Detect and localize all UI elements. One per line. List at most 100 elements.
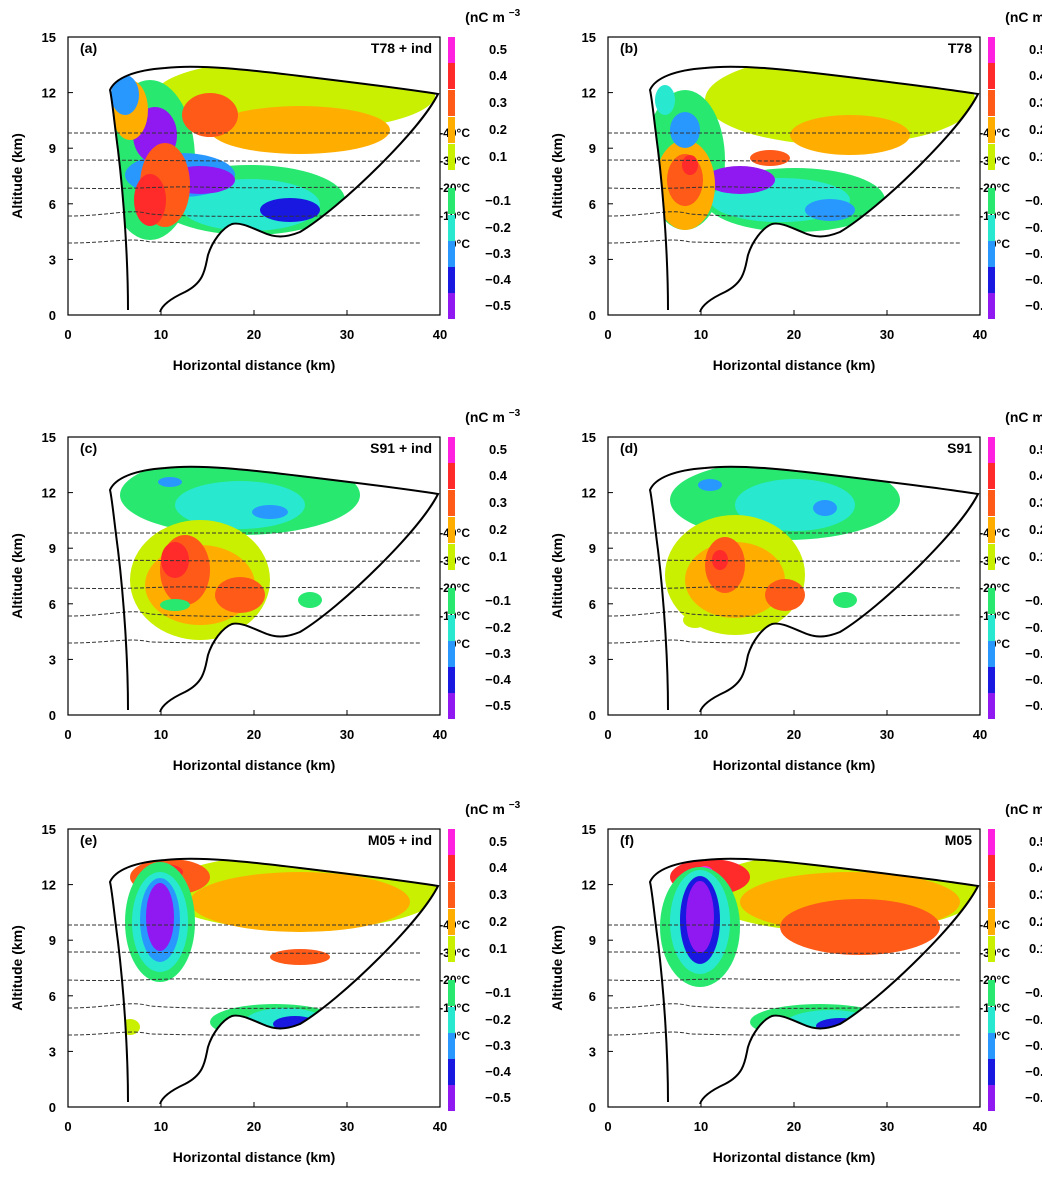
x-tick-label: 0 bbox=[64, 727, 71, 742]
x-tick-label: 30 bbox=[880, 1119, 894, 1134]
y-tick-label: 15 bbox=[582, 30, 596, 45]
region-pos-04 bbox=[682, 155, 698, 175]
region-neg-02 bbox=[735, 479, 855, 531]
colorbar-swatch bbox=[988, 37, 995, 63]
colorbar-swatch bbox=[448, 588, 455, 614]
colorbar-swatch bbox=[448, 544, 455, 570]
colorbar-label: 0.1 bbox=[1029, 549, 1042, 564]
x-tick-label: 10 bbox=[154, 327, 168, 342]
colorbar-label: −0.3 bbox=[485, 646, 511, 661]
colorbar-label: 0.1 bbox=[489, 941, 507, 956]
x-tick-label: 0 bbox=[604, 727, 611, 742]
colorbar-label: −0.2 bbox=[1025, 620, 1042, 635]
colorbar-label: 0.2 bbox=[1029, 122, 1042, 137]
x-axis-title: Horizontal distance (km) bbox=[173, 1149, 336, 1165]
colorbar-label: −0.1 bbox=[1025, 593, 1042, 608]
colorbar-label: −0.3 bbox=[1025, 246, 1042, 261]
y-axis: 0 3 6 9 12 15 bbox=[42, 430, 73, 723]
y-tick-label: 15 bbox=[582, 430, 596, 445]
y-tick-label: 12 bbox=[42, 486, 56, 501]
colorbar-swatch bbox=[448, 63, 455, 89]
colorbar-swatch bbox=[448, 693, 455, 719]
isotherm-line-minus10 bbox=[67, 611, 421, 617]
region-pos-04 bbox=[712, 550, 728, 570]
colorbar-swatch bbox=[988, 882, 995, 908]
colorbar-label: −0.2 bbox=[485, 620, 511, 635]
y-tick-label: 3 bbox=[49, 652, 56, 667]
region-neg-01 bbox=[833, 592, 857, 608]
colorbar-label: −0.4 bbox=[1025, 672, 1042, 687]
colorbar-swatch bbox=[448, 936, 455, 962]
colorbar-swatch bbox=[988, 63, 995, 89]
chart-svg: (c) S91 + ind -40°C -30°C -20°C -10°C 0°… bbox=[9, 408, 520, 773]
region-neg-03 bbox=[158, 477, 182, 487]
y-axis: 0 3 6 9 12 15 bbox=[582, 30, 613, 323]
scheme-label: M05 bbox=[945, 832, 972, 848]
colorbar-label: −0.5 bbox=[485, 298, 511, 313]
region-neg-02 bbox=[655, 85, 675, 115]
colorbar-swatch bbox=[448, 641, 455, 667]
colorbar-label: 0.5 bbox=[1029, 442, 1042, 457]
x-axis: 0 10 20 30 40 bbox=[604, 710, 987, 742]
chart-panel: (a) T78 + ind -40°C -30°C -20°C -10°C 0°… bbox=[0, 0, 520, 396]
region-neg-04 bbox=[260, 198, 320, 222]
region-pos-02 bbox=[210, 106, 390, 154]
colorbar-label: −0.4 bbox=[1025, 272, 1042, 287]
y-axis: 0 3 6 9 12 15 bbox=[42, 30, 73, 323]
colorbar-label: −0.2 bbox=[1025, 1012, 1042, 1027]
colorbar-label: −0.3 bbox=[485, 1038, 511, 1053]
colorbar-label: 0.1 bbox=[1029, 149, 1042, 164]
panel-label: (b) bbox=[620, 40, 638, 56]
y-tick-label: 12 bbox=[42, 86, 56, 101]
colorbar-label: 0.4 bbox=[489, 860, 508, 875]
y-tick-label: 3 bbox=[589, 652, 596, 667]
region-pos-03 bbox=[750, 150, 790, 166]
panel-label: (d) bbox=[620, 440, 638, 456]
colorbar-swatch bbox=[988, 437, 995, 463]
colorbar: 0.5 0.4 0.3 0.2 0.1 −0.1 −0.2 −0.3 −0.4 −0.5 bbox=[988, 437, 1042, 719]
colorbar-label: −0.2 bbox=[485, 1012, 511, 1027]
colorbar-label: 0.5 bbox=[1029, 42, 1042, 57]
y-tick-label: 9 bbox=[589, 141, 596, 156]
scheme-label: T78 bbox=[948, 40, 972, 56]
colorbar-unit: (nC m −3) bbox=[1005, 408, 1042, 425]
colorbar-swatch bbox=[448, 90, 455, 116]
y-tick-label: 0 bbox=[49, 308, 56, 323]
region-neg-03 bbox=[670, 112, 700, 148]
colorbar-label: 0.1 bbox=[489, 549, 507, 564]
colorbar-swatch bbox=[448, 293, 455, 319]
colorbar: 0.5 0.4 0.3 0.2 0.1 −0.1 −0.2 −0.3 −0.4 −0.5 bbox=[448, 437, 512, 719]
y-tick-label: 15 bbox=[42, 822, 56, 837]
colorbar-swatch bbox=[988, 667, 995, 693]
colorbar-label: −0.4 bbox=[485, 272, 511, 287]
x-tick-label: 10 bbox=[154, 727, 168, 742]
colorbar-label: −0.3 bbox=[1025, 646, 1042, 661]
scheme-label: T78 + ind bbox=[371, 40, 432, 56]
y-tick-label: 15 bbox=[42, 430, 56, 445]
y-axis-title: Altitude (km) bbox=[549, 533, 565, 619]
chart-panel: (b) T78 -40°C -30°C -20°C -10°C 0°C 0102… bbox=[540, 0, 1042, 396]
x-tick-label: 40 bbox=[973, 327, 987, 342]
colorbar-label: 0.3 bbox=[489, 95, 507, 110]
y-tick-label: 9 bbox=[49, 933, 56, 948]
x-axis-title: Horizontal distance (km) bbox=[713, 1149, 876, 1165]
colorbar-swatch bbox=[988, 293, 995, 319]
y-tick-label: 0 bbox=[589, 1100, 596, 1115]
colorbar-unit: (nC m −3) bbox=[1005, 8, 1042, 25]
colorbar-label: −0.2 bbox=[485, 220, 511, 235]
colorbar-label: 0.5 bbox=[489, 834, 507, 849]
x-tick-label: 0 bbox=[604, 1119, 611, 1134]
colorbar-label: −0.1 bbox=[1025, 193, 1042, 208]
colorbar-label: −0.1 bbox=[485, 193, 511, 208]
panel-label: (c) bbox=[80, 440, 97, 456]
region-pos-02 bbox=[190, 872, 410, 932]
x-axis-title: Horizontal distance (km) bbox=[173, 357, 336, 373]
colorbar-swatch bbox=[988, 615, 995, 641]
colorbar-unit: (nC m −3) bbox=[1005, 800, 1042, 817]
region-pos-02 bbox=[790, 115, 910, 155]
x-tick-label: 30 bbox=[340, 327, 354, 342]
colorbar-swatch bbox=[988, 463, 995, 489]
y-tick-label: 3 bbox=[49, 252, 56, 267]
x-tick-label: 10 bbox=[154, 1119, 168, 1134]
y-axis: 0 3 6 9 12 15 bbox=[582, 430, 613, 723]
